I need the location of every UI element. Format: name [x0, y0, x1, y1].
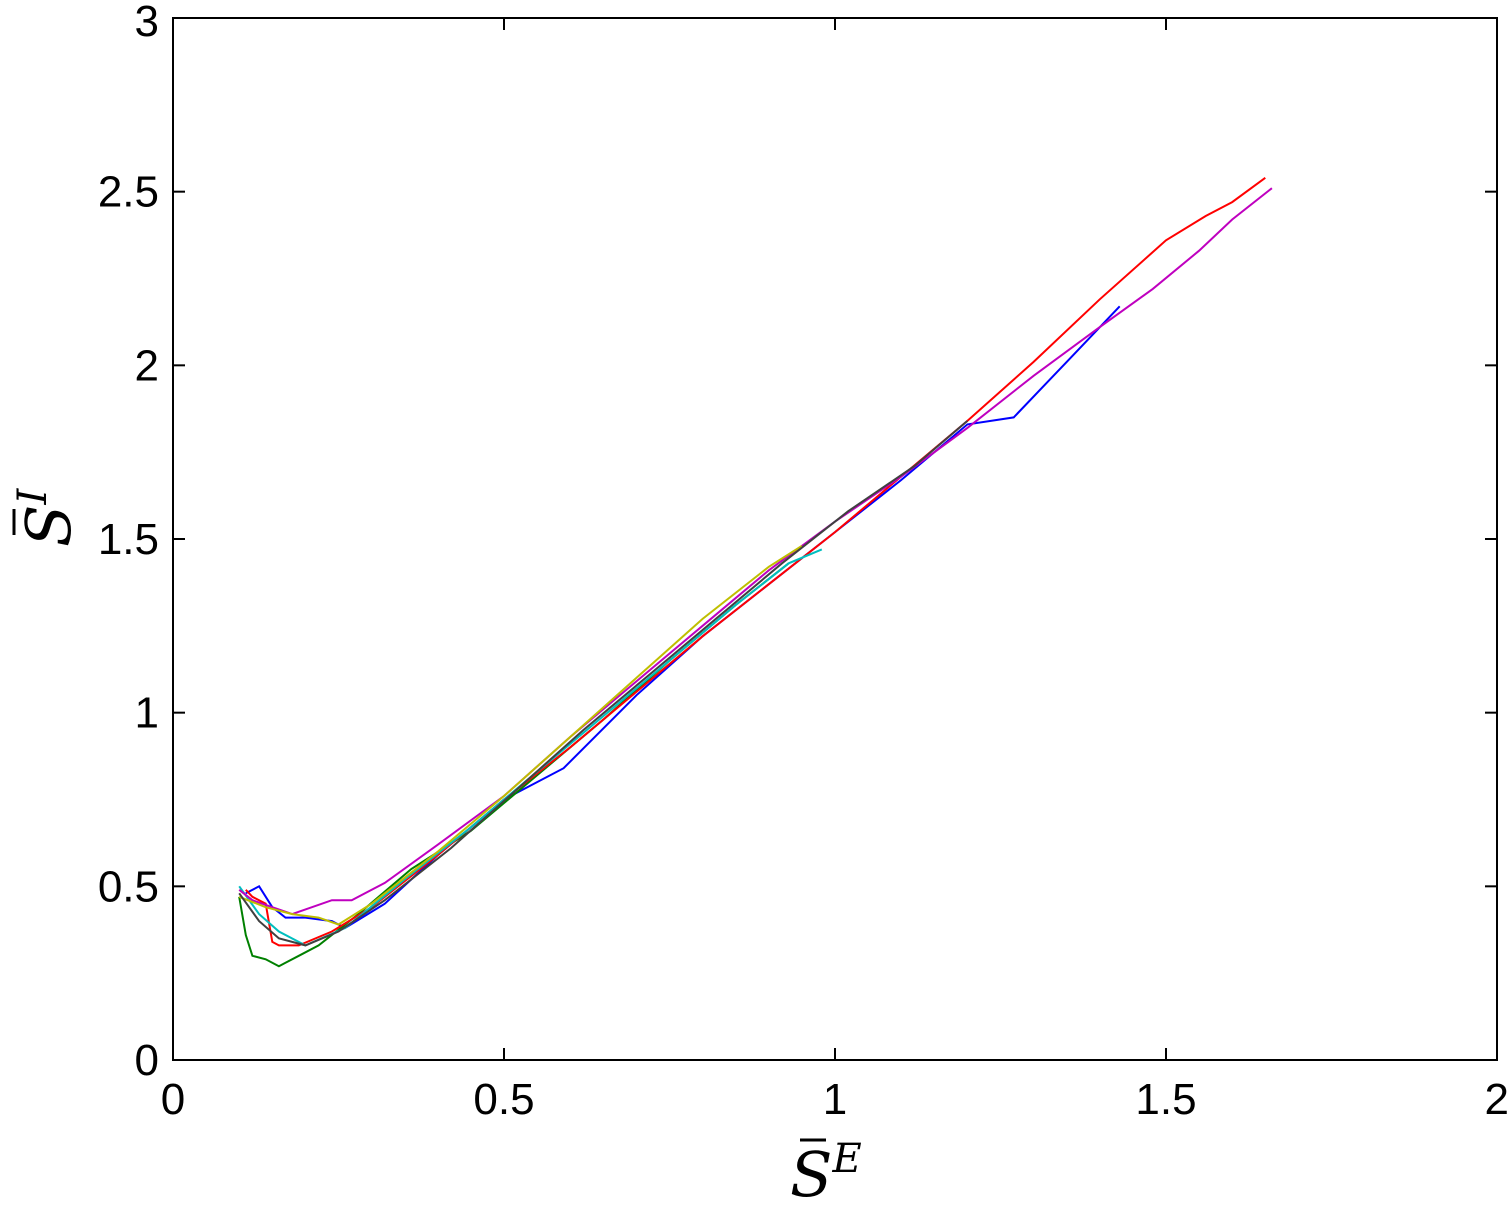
- y-tick-label: 1: [135, 689, 159, 738]
- x-tick-label: 0: [161, 1075, 185, 1124]
- x-tick-label: 0.5: [473, 1075, 534, 1124]
- series-layer: [238, 176, 1273, 968]
- series-line-5: [238, 187, 1273, 916]
- y-tick-label: 0: [135, 1036, 159, 1085]
- y-tick-label: 3: [135, 0, 159, 46]
- y-tick-label: 0.5: [98, 862, 159, 911]
- svg-text:SI: SI: [10, 488, 85, 547]
- y-tick-label: 2: [135, 341, 159, 390]
- y-axis: 0 0.5 1 1.5 2 2.5 3: [98, 0, 1497, 1085]
- y-axis-label-base: S: [12, 505, 85, 547]
- y-axis-label-sup: I: [10, 488, 56, 506]
- series-line-6: [238, 545, 803, 926]
- series-line-3: [245, 176, 1266, 947]
- series-line-1: [245, 305, 1121, 930]
- x-axis: 0 0.5 1 1.5 2: [161, 18, 1509, 1124]
- series-line-4: [238, 548, 823, 947]
- x-axis-label: SE: [790, 1136, 862, 1206]
- y-axis-label: SI: [10, 488, 85, 547]
- y-tick-label: 1.5: [98, 515, 159, 564]
- x-tick-label: 1: [823, 1075, 847, 1124]
- x-tick-label: 2: [1485, 1075, 1509, 1124]
- svg-text:SE: SE: [790, 1136, 862, 1206]
- series-line-2: [238, 562, 790, 968]
- series-line-7: [238, 420, 969, 947]
- x-axis-label-sup: E: [831, 1136, 861, 1182]
- y-tick-label: 2.5: [98, 168, 159, 217]
- x-tick-label: 1.5: [1135, 1075, 1196, 1124]
- x-axis-label-base: S: [790, 1138, 832, 1206]
